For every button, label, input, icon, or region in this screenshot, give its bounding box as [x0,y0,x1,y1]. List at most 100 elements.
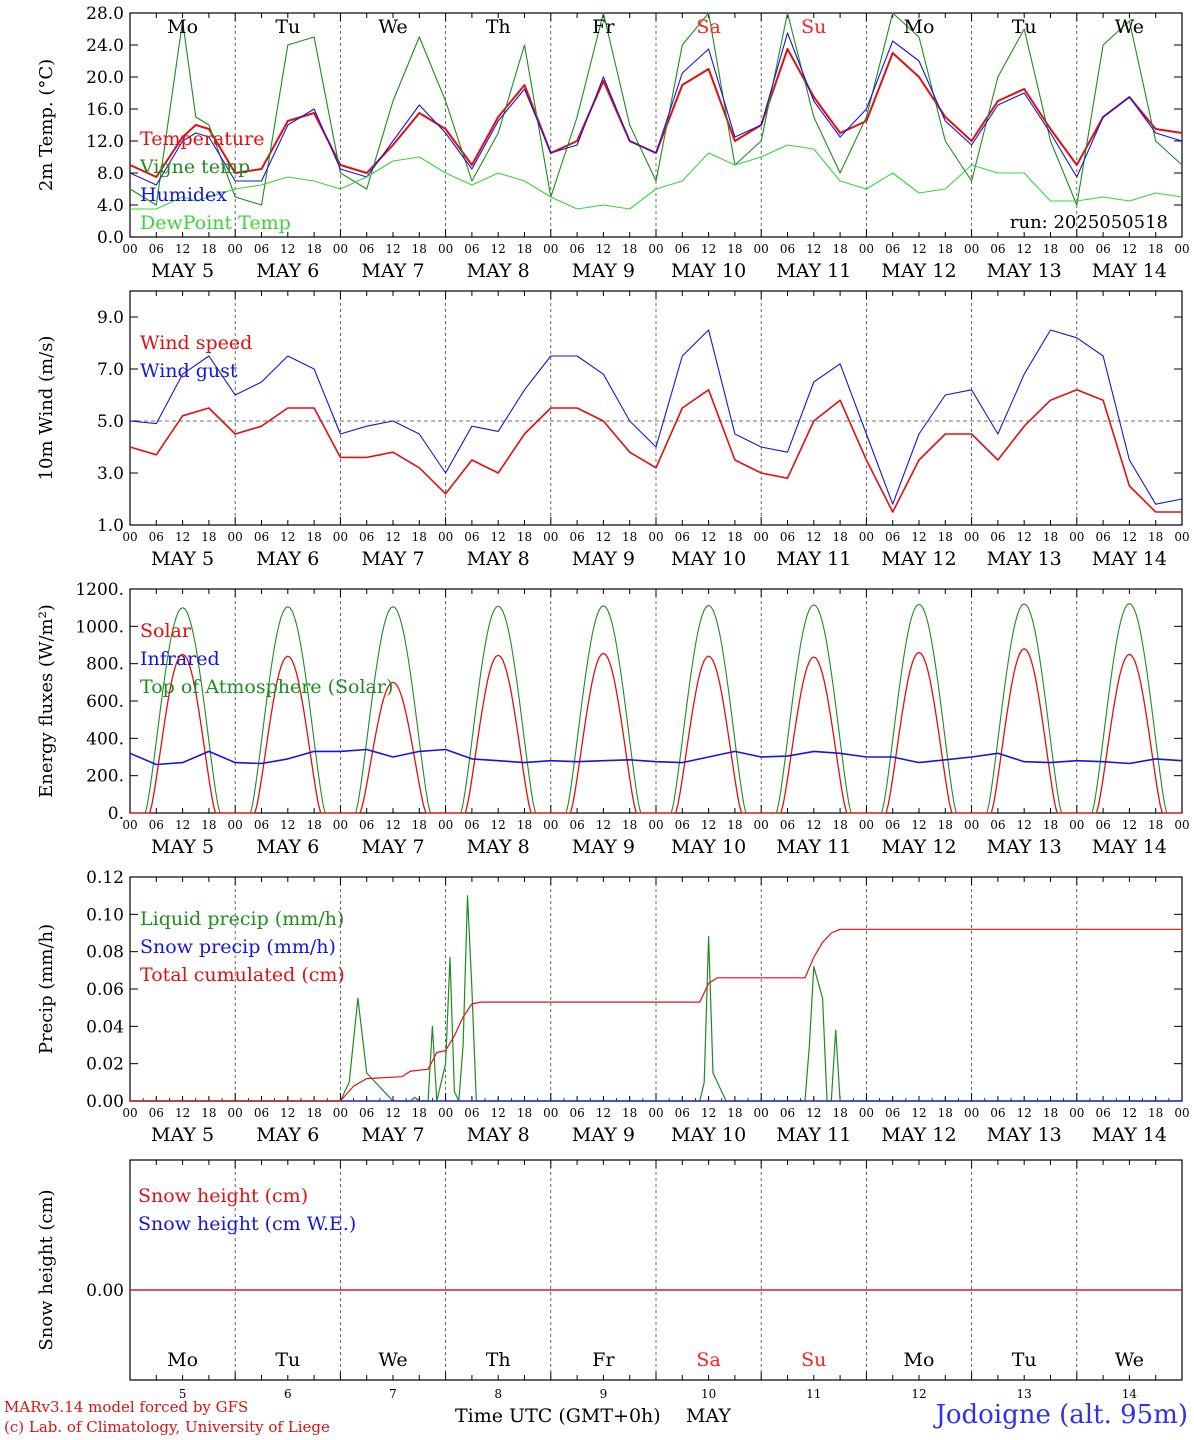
hour-tick-label: 00 [1069,242,1084,256]
y-tick-label: 5.0 [97,412,124,432]
hour-tick-label: 00 [964,242,979,256]
hour-tick-label: 00 [1069,1106,1084,1120]
hour-tick-label: 06 [885,530,900,544]
hour-tick-label: 06 [675,818,690,832]
date-label: MAY 14 [1092,548,1167,570]
date-label: MAY 8 [467,548,530,570]
hour-tick-label: 12 [280,242,295,256]
day-label-top: Th [486,16,511,38]
date-label: MAY 13 [987,836,1062,858]
hour-tick-label: 00 [1174,1106,1189,1120]
hour-tick-label: 18 [412,242,427,256]
date-label: MAY 11 [776,260,851,282]
hour-tick-label: 12 [175,242,190,256]
hour-tick-label: 06 [569,1106,584,1120]
legend-solar: Solar [140,620,192,642]
hour-tick-label: 12 [175,818,190,832]
day-label-bottom: Mo [167,1349,198,1371]
hour-tick-label: 18 [727,242,742,256]
hour-tick-label: 00 [859,818,874,832]
date-label: MAY 12 [881,260,956,282]
hour-tick-label: 06 [359,242,374,256]
hour-tick-label: 18 [727,818,742,832]
hour-tick-label: 06 [149,1106,164,1120]
station-name: Jodoigne (alt. 95m) [935,1400,1188,1430]
date-label: MAY 8 [467,836,530,858]
hour-tick-label: 06 [359,818,374,832]
hour-tick-label: 12 [280,530,295,544]
hour-tick-label: 12 [806,818,821,832]
hour-tick-label: 00 [648,1106,663,1120]
credit-line-2: (c) Lab. of Climatology, University of L… [4,1418,330,1436]
hour-tick-label: 06 [464,1106,479,1120]
hour-tick-label: 12 [175,530,190,544]
hour-tick-label: 18 [1148,1106,1163,1120]
run-label: run: 2025050518 [1010,212,1168,233]
legend-snow-height-cm-w-e-: Snow height (cm W.E.) [138,1213,356,1235]
hour-tick-label: 00 [438,242,453,256]
y-tick-label: 0.08 [86,943,124,963]
legend-top-of-atmosphere-solar-: Top of Atmosphere (Solar) [140,676,393,698]
hour-tick-label: 06 [885,242,900,256]
hour-tick-label: 12 [385,530,400,544]
date-label: MAY 14 [1092,260,1167,282]
hour-tick-label: 18 [832,242,847,256]
hour-tick-label: 00 [122,818,137,832]
hour-tick-label: 12 [701,1106,716,1120]
date-label: MAY 13 [987,548,1062,570]
hour-tick-label: 18 [1148,818,1163,832]
hour-tick-label: 12 [1017,530,1032,544]
hour-tick-label: 00 [333,242,348,256]
hour-tick-label: 12 [1122,530,1137,544]
hour-tick-label: 00 [228,1106,243,1120]
day-number-label: 13 [1017,1387,1032,1401]
hour-tick-label: 00 [754,1106,769,1120]
day-label-top: We [1115,16,1144,38]
hour-tick-label: 18 [1043,530,1058,544]
hour-tick-label: 12 [280,818,295,832]
hour-tick-label: 00 [1174,242,1189,256]
y-tick-label: 200. [86,767,124,787]
hour-tick-label: 18 [1043,1106,1058,1120]
date-label: MAY 7 [361,836,424,858]
date-label: MAY 6 [256,260,319,282]
date-label: MAY 13 [987,260,1062,282]
hour-tick-label: 00 [543,530,558,544]
hour-tick-label: 12 [385,1106,400,1120]
hour-tick-label: 12 [911,242,926,256]
date-label: MAY 6 [256,1124,319,1146]
series-dewpoint-temp [130,144,1183,210]
hour-tick-label: 00 [648,818,663,832]
y-axis-label-2: 10m Wind (m/s) [36,336,57,481]
hour-tick-label: 00 [543,242,558,256]
hour-tick-label: 18 [1043,242,1058,256]
day-number-label: 8 [494,1387,502,1401]
panel-frame-3 [129,588,1183,814]
hour-tick-label: 00 [543,1106,558,1120]
hour-tick-label: 12 [280,1106,295,1120]
series-wind-speed [129,388,1182,513]
x-axis-label: Time UTC (GMT+0h) [455,1405,661,1427]
y-tick-label: 1200. [75,580,124,600]
hour-tick-label: 06 [990,530,1005,544]
day-label-bottom: Su [801,1349,826,1371]
y-tick-label: 1000. [75,617,124,637]
y-tick-label: 0.04 [86,1017,124,1037]
date-label: MAY 9 [572,1124,635,1146]
hour-tick-label: 12 [175,1106,190,1120]
date-label: MAY 6 [256,836,319,858]
date-label: MAY 9 [572,548,635,570]
y-tick-label: 3.0 [97,464,124,484]
date-label: MAY 10 [671,836,746,858]
hour-tick-label: 18 [517,1106,532,1120]
hour-tick-label: 06 [675,1106,690,1120]
date-label: MAY 11 [776,836,851,858]
hour-tick-label: 18 [622,530,637,544]
date-label: MAY 7 [361,548,424,570]
y-tick-label: 0.00 [86,1092,124,1112]
hour-tick-label: 12 [1122,818,1137,832]
hour-tick-label: 18 [938,1106,953,1120]
hour-tick-label: 00 [228,818,243,832]
date-label: MAY 14 [1092,836,1167,858]
